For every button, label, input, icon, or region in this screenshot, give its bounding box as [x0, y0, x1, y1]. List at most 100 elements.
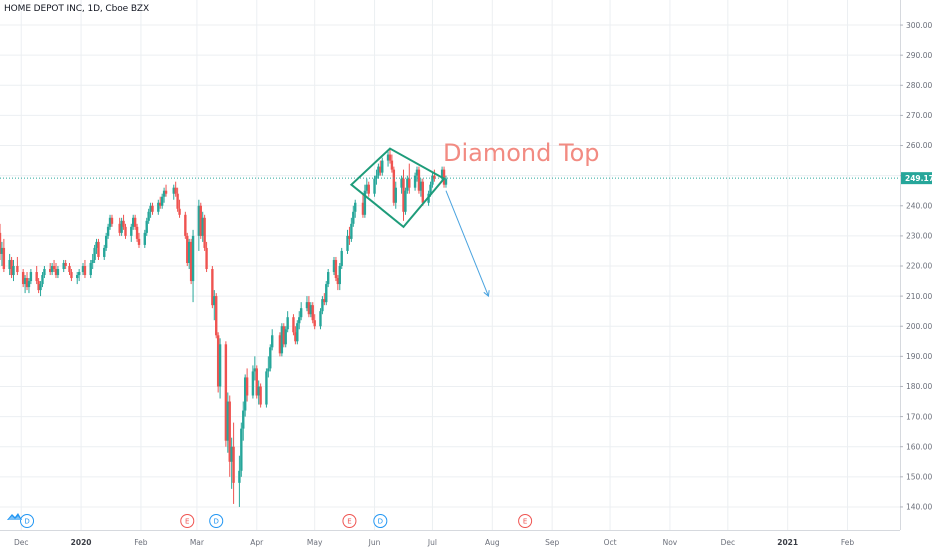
dividend-marker[interactable]: D	[20, 514, 35, 528]
candle-body	[375, 175, 378, 179]
candle-body	[216, 335, 220, 387]
candle	[417, 166, 421, 194]
candle	[70, 269, 73, 282]
candle-body	[242, 410, 245, 429]
candle	[326, 269, 330, 288]
candle-body	[160, 196, 164, 206]
candle-body	[108, 217, 112, 227]
candle	[29, 269, 33, 285]
candle	[361, 193, 365, 218]
candle	[97, 238, 100, 260]
candle-body	[265, 371, 268, 405]
candlestick-series	[0, 148, 448, 507]
candle-body	[257, 386, 260, 396]
candle	[348, 226, 351, 245]
candle	[230, 437, 233, 489]
candle-body	[164, 190, 168, 194]
candle-body	[62, 262, 65, 270]
candle	[199, 202, 202, 239]
event-marker-circle	[20, 514, 35, 528]
candle	[124, 223, 127, 239]
candle-body	[379, 166, 382, 173]
candle-body	[350, 223, 353, 239]
candle	[309, 302, 313, 318]
price-tick-label: 260.00	[906, 141, 932, 150]
candle	[251, 365, 255, 399]
candle	[379, 160, 382, 176]
candle-body	[311, 305, 314, 321]
event-marker-circle	[342, 514, 357, 528]
current-price-badge	[901, 172, 932, 185]
candle-body	[205, 247, 208, 270]
candle	[68, 262, 71, 276]
candle-body	[132, 217, 135, 227]
candle-body	[354, 202, 357, 212]
candle-body	[431, 175, 434, 185]
candle-body	[162, 190, 166, 197]
candle-body	[298, 317, 301, 324]
earnings-marker[interactable]: E	[518, 514, 533, 528]
candle	[164, 184, 168, 197]
chart-drawings[interactable]	[349, 147, 490, 298]
candle-body	[253, 368, 257, 372]
candle	[367, 181, 370, 197]
dividend-marker[interactable]: D	[373, 514, 388, 528]
candle	[377, 163, 380, 179]
candle	[419, 178, 423, 197]
candle-body	[25, 278, 29, 288]
candle	[187, 238, 191, 270]
candle-body	[52, 266, 56, 270]
candle-body	[363, 190, 367, 215]
candle-body	[95, 241, 98, 248]
event-marker-letter: E	[347, 518, 351, 526]
diamond-top-annotation[interactable]: Diamond Top	[443, 139, 600, 167]
candle	[130, 223, 133, 242]
candle	[413, 172, 417, 191]
tradingview-logo-icon[interactable]	[7, 513, 22, 520]
candle	[305, 296, 309, 312]
candle-body	[361, 202, 365, 215]
candle-body	[27, 281, 31, 288]
candle	[37, 278, 40, 294]
candle	[363, 184, 367, 218]
earnings-marker[interactable]: E	[180, 514, 195, 528]
candle-body	[76, 275, 79, 279]
candle	[433, 169, 436, 182]
candle-body	[340, 250, 343, 266]
time-axis[interactable]: Dec 2020 Feb Mar Apr May Jun Jul Aug Sep Oct Nov Dec…	[0, 530, 900, 548]
earnings-marker[interactable]: E	[342, 514, 357, 528]
candle-body	[143, 232, 146, 245]
candle-body	[377, 166, 380, 176]
candle-body	[421, 181, 424, 203]
candle	[118, 217, 121, 236]
candle	[120, 217, 123, 236]
candle-body	[145, 220, 148, 233]
event-marker-circle	[373, 514, 388, 528]
candle-body	[386, 154, 390, 161]
candle-body	[29, 272, 33, 282]
candle-body	[12, 266, 15, 276]
candle-body	[334, 259, 338, 279]
candle-body	[130, 226, 133, 236]
candle-body	[238, 470, 241, 483]
candle	[77, 269, 81, 282]
price-axis[interactable]: 140.00 150.00 160.00 170.00 180.00 190.00 200.…	[900, 0, 932, 550]
candle	[440, 166, 444, 182]
current-price-label: 249.17	[905, 174, 932, 183]
candle	[23, 275, 27, 294]
dividend-marker[interactable]: D	[209, 514, 224, 528]
candle-body	[440, 169, 444, 179]
candle	[133, 214, 137, 230]
time-tick-label: Mar	[190, 538, 205, 547]
candle	[52, 259, 56, 273]
candle	[243, 374, 247, 417]
candle-body	[104, 235, 108, 248]
candle	[255, 365, 258, 399]
price-tick-label: 220.00	[906, 262, 932, 271]
candle	[307, 296, 311, 318]
candle-body	[203, 217, 206, 248]
candle	[186, 232, 189, 266]
candle-body	[172, 187, 175, 194]
